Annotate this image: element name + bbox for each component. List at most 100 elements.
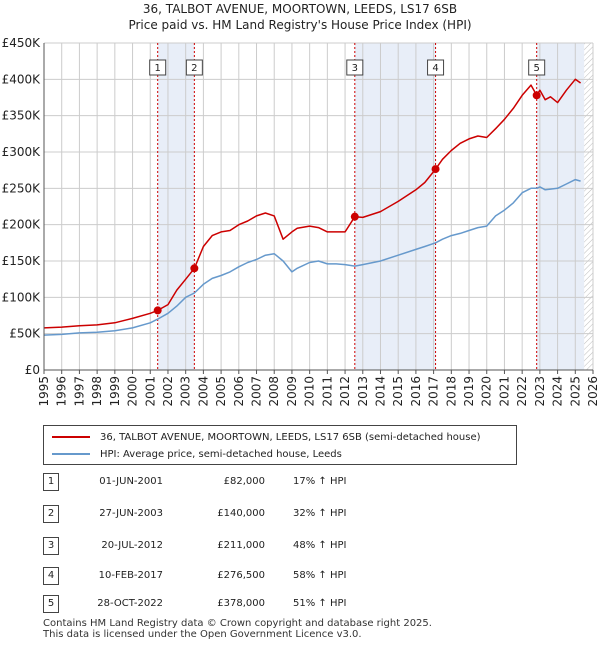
x-tick-label: 2023: [533, 376, 547, 407]
x-tick-label: 2025: [568, 376, 582, 407]
sale-row: 3 20-JUL-2012 £211,000 48% ↑ HPI: [43, 537, 583, 555]
sale-point: [153, 306, 162, 315]
sale-label-box: [346, 59, 364, 76]
sale-date: 27-JUN-2003: [99, 508, 163, 519]
y-tick-label: £100K: [2, 290, 42, 304]
sale-number-badge: 4: [43, 567, 59, 585]
x-tick-label: 1996: [55, 376, 69, 407]
sale-label-box: [427, 59, 445, 76]
shaded-period: [536, 43, 585, 370]
x-tick-label: 2026: [586, 376, 600, 407]
sale-price: £276,500: [217, 570, 265, 581]
sale-label: 3: [352, 63, 358, 74]
chart-title-line1: 36, TALBOT AVENUE, MOORTOWN, LEEDS, LS17…: [142, 2, 458, 16]
x-tick-label: 2002: [161, 376, 175, 407]
y-tick-label: £450K: [2, 36, 42, 50]
x-tick-label: 2009: [285, 376, 299, 407]
x-tick-label: 1999: [108, 376, 122, 407]
sale-row: 4 10-FEB-2017 £276,500 58% ↑ HPI: [43, 567, 583, 585]
y-tick-label: £300K: [2, 145, 42, 159]
sale-point: [350, 212, 359, 221]
sale-label: 1: [155, 63, 161, 74]
sale-row: 2 27-JUN-2003 £140,000 32% ↑ HPI: [43, 505, 583, 523]
legend-item-hpi: HPI: Average price, semi-detached house,…: [52, 446, 342, 462]
y-tick-label: £200K: [2, 218, 42, 232]
x-tick-label: 2017: [427, 376, 441, 407]
sale-row: 5 28-OCT-2022 £378,000 51% ↑ HPI: [43, 595, 583, 613]
y-tick-label: £250K: [2, 181, 42, 195]
x-tick-label: 2005: [214, 376, 228, 407]
sale-number-badge: 2: [43, 505, 59, 523]
sale-hpi-change: 48% ↑ HPI: [293, 540, 347, 551]
sale-hpi-change: 51% ↑ HPI: [293, 598, 347, 609]
sale-number-badge: 3: [43, 537, 59, 555]
x-tick-label: 2014: [373, 376, 387, 407]
sale-label: 5: [533, 63, 539, 74]
x-tick-label: 2003: [179, 376, 193, 407]
x-tick-label: 2011: [320, 376, 334, 407]
x-tick-label: 2019: [462, 376, 476, 407]
sale-hpi-change: 32% ↑ HPI: [293, 508, 347, 519]
x-tick-label: 2016: [409, 376, 423, 407]
legend-swatch-property: [52, 436, 90, 438]
x-tick-label: 2022: [515, 376, 529, 407]
sale-label-box: [528, 59, 546, 76]
footer-copyright: Contains HM Land Registry data © Crown c…: [43, 618, 432, 629]
sale-point: [431, 165, 440, 174]
x-tick-label: 2012: [338, 376, 352, 407]
sale-point: [190, 264, 199, 273]
legend-label-property: 36, TALBOT AVENUE, MOORTOWN, LEEDS, LS17…: [100, 431, 481, 443]
sale-date: 28-OCT-2022: [97, 598, 163, 609]
x-tick-label: 2006: [232, 376, 246, 407]
y-tick-label: £50K: [9, 327, 41, 341]
sale-price: £82,000: [223, 476, 265, 487]
footer-licence: This data is licensed under the Open Gov…: [43, 629, 362, 640]
sale-row: 1 01-JUN-2001 £82,000 17% ↑ HPI: [43, 473, 583, 491]
sale-price: £211,000: [217, 540, 265, 551]
x-tick-label: 2021: [497, 376, 511, 407]
sale-point: [532, 91, 541, 100]
legend: 36, TALBOT AVENUE, MOORTOWN, LEEDS, LS17…: [43, 425, 517, 465]
sale-hpi-change: 58% ↑ HPI: [293, 570, 347, 581]
sale-label-box: [149, 59, 167, 76]
sale-label: 4: [432, 63, 438, 74]
y-tick-label: £400K: [2, 72, 42, 86]
x-tick-label: 2013: [356, 376, 370, 407]
legend-label-hpi: HPI: Average price, semi-detached house,…: [100, 448, 342, 460]
y-tick-label: £150K: [2, 254, 42, 268]
x-tick-label: 2008: [267, 376, 281, 407]
sale-date: 01-JUN-2001: [99, 476, 163, 487]
sale-date: 20-JUL-2012: [101, 540, 163, 551]
x-tick-label: 2007: [250, 376, 264, 407]
sale-hpi-change: 17% ↑ HPI: [293, 476, 347, 487]
legend-swatch-hpi: [52, 453, 90, 455]
sale-date: 10-FEB-2017: [98, 570, 163, 581]
x-tick-label: 1997: [72, 376, 86, 407]
x-tick-label: 2020: [480, 376, 494, 407]
x-tick-label: 2004: [196, 376, 210, 407]
x-tick-label: 2000: [126, 376, 140, 407]
price-chart: 1 2 3 4 5 £0 £50K £100K £150K £200K £250K £300K £35…: [2, 36, 600, 407]
forecast-hatch: [584, 43, 593, 370]
x-tick-label: 1998: [90, 376, 104, 407]
sale-number-badge: 1: [43, 473, 59, 491]
x-tick-label: 1995: [37, 376, 51, 407]
sale-label-box: [185, 59, 203, 76]
x-tick-label: 2024: [551, 376, 565, 407]
sale-label: 2: [191, 63, 197, 74]
sale-price: £378,000: [217, 598, 265, 609]
x-tick-label: 2018: [444, 376, 458, 407]
chart-title-line2: Price paid vs. HM Land Registry's House …: [128, 18, 472, 32]
shaded-period: [157, 43, 195, 370]
x-tick-label: 2001: [143, 376, 157, 407]
legend-item-property: 36, TALBOT AVENUE, MOORTOWN, LEEDS, LS17…: [52, 429, 481, 445]
y-tick-label: £0: [25, 363, 40, 377]
sale-number-badge: 5: [43, 595, 59, 613]
x-tick-label: 2010: [303, 376, 317, 407]
y-tick-label: £350K: [2, 109, 42, 123]
x-tick-label: 2015: [391, 376, 405, 407]
shaded-period: [354, 43, 436, 370]
property-price-line: [43, 78, 582, 329]
hpi-line: [43, 178, 581, 336]
sale-price: £140,000: [217, 508, 265, 519]
